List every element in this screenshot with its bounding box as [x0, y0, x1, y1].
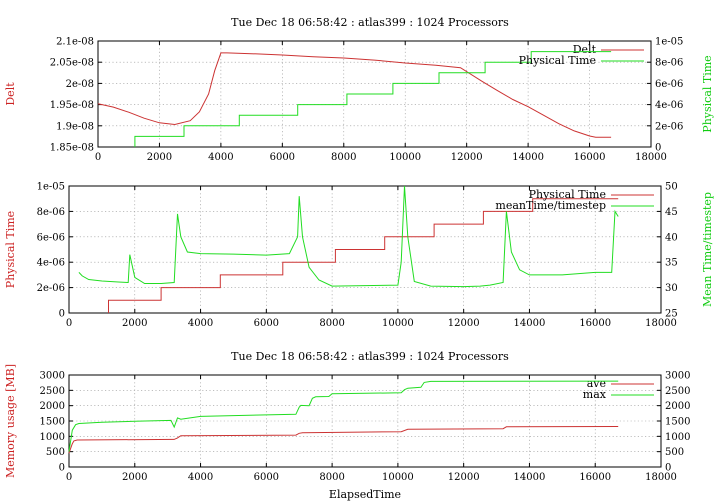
x-tick-label: 14000 [514, 472, 546, 483]
y-tick-label: 1000 [40, 432, 65, 443]
legend-label-delt: Delt [573, 43, 597, 56]
x-tick-label: 8000 [331, 152, 356, 163]
x-tick-label: 10000 [382, 472, 414, 483]
y2-tick-label: 30 [665, 283, 678, 294]
x-tick-label: 14000 [514, 318, 546, 329]
y-tick-label: 1.85e-08 [50, 143, 94, 154]
y-tick-label: 500 [46, 447, 65, 458]
plots: 0 2000 4000 6000 8000 10000 12000 14000 16000 180… [4, 37, 714, 502]
y2-axis-label: Physical Time [701, 55, 714, 132]
y-tick-label: 1500 [40, 417, 65, 428]
series-line-max [68, 380, 619, 452]
y-tick-label: 1.95e-08 [50, 100, 94, 111]
x-tick-label: 6000 [254, 318, 279, 329]
x-tick-label: 8000 [319, 318, 344, 329]
x-tick-label: 10000 [389, 152, 421, 163]
top-chart-title: Tue Dec 18 06:58:42 : atlas399 : 1024 Pr… [231, 16, 509, 29]
y2-tick-label: 45 [665, 207, 678, 218]
y2-tick-label: 0 [665, 463, 671, 474]
x-tick-label: 10000 [382, 318, 414, 329]
x-tick-label: 18000 [635, 152, 667, 163]
y2-tick-label: 25 [665, 309, 678, 320]
series-line-physical-time [108, 198, 619, 313]
y-tick-label: 2500 [40, 386, 65, 397]
y-tick-label: 4e-06 [37, 258, 65, 269]
x-tick-label: 18000 [645, 472, 677, 483]
x-tick-label: 12000 [451, 152, 483, 163]
x-tick-label: 2000 [147, 152, 172, 163]
chart-panel-2: 0 2000 4000 6000 8000 10000 12000 14000 16000 180… [4, 182, 714, 330]
y-tick-label: 2e-06 [37, 283, 65, 294]
plot-frame [97, 40, 652, 148]
y-tick-label: 0 [59, 309, 65, 320]
series-line-physical-time [134, 51, 612, 147]
y-tick-label: 2.1e-08 [56, 37, 94, 48]
x-tick-label: 0 [66, 472, 72, 483]
x-tick-label: 16000 [574, 152, 606, 163]
y-tick-label: 1e-05 [37, 182, 65, 193]
y-tick-label: 1.9e-08 [56, 121, 94, 132]
x-tick-label: 2000 [122, 472, 147, 483]
y-tick-label: 2e-08 [66, 79, 94, 90]
y-axis-label: Delt [4, 82, 17, 106]
y-axis-label: Memory usage [MB] [4, 364, 17, 478]
y2-tick-label: 2500 [665, 386, 690, 397]
y2-tick-label: 1500 [665, 417, 690, 428]
x-tick-label: 2000 [122, 318, 147, 329]
x-tick-label: 0 [66, 318, 72, 329]
plot-frame [68, 374, 662, 468]
y2-tick-label: 0 [655, 143, 661, 154]
y2-tick-label: 1e-05 [655, 37, 683, 48]
y2-tick-label: 40 [665, 232, 678, 243]
bottom-chart-title: Tue Dec 18 06:58:42 : atlas399 : 1024 Pr… [231, 350, 509, 363]
chart-panel-3: 0 2000 4000 6000 8000 10000 12000 14000 16000 180… [4, 364, 690, 501]
y2-tick-label: 35 [665, 258, 678, 269]
x-tick-label: 8000 [319, 472, 344, 483]
y-tick-label: 0 [59, 463, 65, 474]
y2-tick-label: 2e-06 [655, 121, 683, 132]
legend-label-max: max [583, 388, 607, 401]
legend-label-physical-time: Physical Time [529, 188, 606, 201]
series-line-delt [97, 52, 612, 138]
series-line-meantime-timestep [78, 185, 619, 288]
y-tick-label: 2.05e-08 [50, 58, 94, 69]
legend-label-ave: ave [587, 377, 606, 390]
y-tick-label: 6e-06 [37, 232, 65, 243]
y-tick-label: 2000 [40, 401, 65, 412]
series-line-ave [68, 426, 619, 454]
y2-tick-label: 500 [665, 447, 684, 458]
x-tick-label: 12000 [448, 472, 480, 483]
x-tick-label: 12000 [448, 318, 480, 329]
x-tick-label: 6000 [254, 472, 279, 483]
y2-tick-label: 50 [665, 182, 678, 193]
x-tick-label: 4000 [208, 152, 233, 163]
legend-label-meantime-timestep: meanTime/timestep [495, 199, 606, 212]
x-tick-label: 0 [95, 152, 101, 163]
x-axis-label: ElapsedTime [329, 488, 401, 501]
x-tick-label: 4000 [188, 318, 213, 329]
y2-tick-label: 8e-06 [655, 58, 683, 69]
x-tick-label: 6000 [270, 152, 295, 163]
y-tick-label: 3000 [40, 371, 65, 382]
legend-label-physical-time: Physical Time [519, 54, 596, 67]
x-tick-label: 4000 [188, 472, 213, 483]
y2-tick-label: 1000 [665, 432, 690, 443]
y2-tick-label: 2000 [665, 401, 690, 412]
plot-frame [68, 185, 662, 314]
y2-axis-label: Mean Time/timestep [701, 192, 714, 307]
y2-tick-label: 6e-06 [655, 79, 683, 90]
y-axis-label: Physical Time [4, 211, 17, 288]
x-tick-label: 16000 [579, 472, 611, 483]
x-tick-label: 14000 [512, 152, 544, 163]
x-tick-label: 16000 [579, 318, 611, 329]
y2-tick-label: 4e-06 [655, 100, 683, 111]
y2-tick-label: 3000 [665, 371, 690, 382]
chart-panel-1: 0 2000 4000 6000 8000 10000 12000 14000 16000 180… [4, 37, 714, 164]
y-tick-label: 8e-06 [37, 207, 65, 218]
x-tick-label: 18000 [645, 318, 677, 329]
